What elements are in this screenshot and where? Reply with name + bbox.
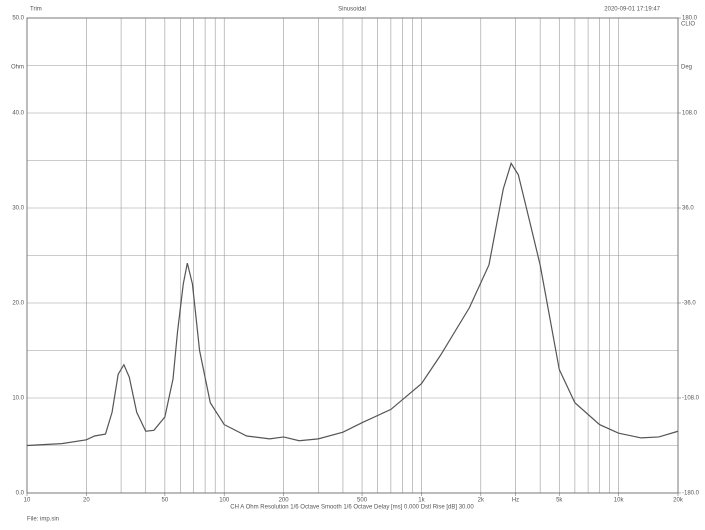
x-tick-label: 10k	[614, 498, 625, 504]
x-tick-label: 10	[24, 498, 31, 504]
x-tick-label: 20	[83, 498, 90, 504]
y2-tick-label: -180.0	[682, 491, 700, 497]
y-tick-label: 0.0	[16, 491, 25, 497]
file-label: File: imp.sin	[27, 517, 59, 523]
y-tick-label: 20.0	[12, 301, 24, 307]
x-tick-label: 1k	[418, 498, 425, 504]
y2-tick-label: -108.0	[682, 396, 700, 402]
x-tick-label: 200	[279, 498, 290, 504]
x-tick-label: 50	[162, 498, 169, 504]
y2-tick-label: 180.0	[682, 16, 698, 22]
y-tick-label: 40.0	[12, 111, 24, 117]
y2-axis-label: Deg	[681, 65, 692, 71]
y2-tick-label: -36.0	[682, 301, 696, 307]
x-tick-label: Hz	[512, 498, 519, 504]
chart-title: Sinusoidal	[338, 7, 366, 13]
header-right: 2020-09-01 17:19:47	[604, 7, 660, 13]
y-tick-label: 30.0	[12, 206, 24, 212]
y2-header: CLIO	[681, 22, 695, 28]
plot-frame	[26, 17, 679, 494]
y-tick-label: 50.0	[12, 16, 24, 22]
y-tick-label: 10.0	[12, 396, 24, 402]
y2-tick-label: 36.0	[682, 206, 694, 212]
y2-tick-label: 108.0	[682, 111, 698, 117]
impedance-line	[26, 161, 679, 447]
x-tick-label: 100	[219, 498, 230, 504]
x-tick-label: 2k	[478, 498, 485, 504]
header-left: Trim	[30, 7, 42, 13]
x-tick-label: 5k	[556, 498, 563, 504]
x-tick-label: 500	[357, 498, 368, 504]
x-tick-label: 20k	[673, 498, 684, 504]
y-axis-label: Ohm	[11, 65, 24, 71]
footer: CH A Ohm Resolution 1/6 Octave Smooth 1/…	[230, 505, 474, 511]
